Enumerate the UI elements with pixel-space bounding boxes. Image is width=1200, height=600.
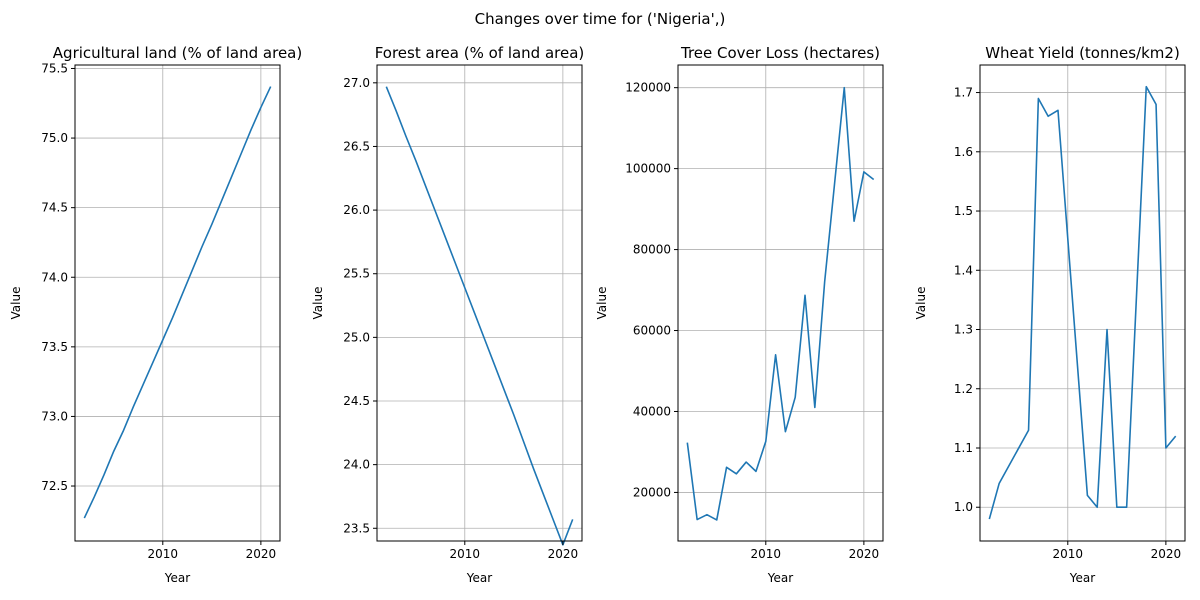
x-tick-label: 2020 xyxy=(548,547,579,561)
y-tick-label: 27.0 xyxy=(343,76,370,90)
y-tick-label: 60000 xyxy=(633,324,671,338)
y-tick-label: 73.0 xyxy=(41,409,68,423)
x-axis-label: Year xyxy=(164,571,190,585)
chart-title: Tree Cover Loss (hectares) xyxy=(680,44,880,62)
x-tick-label: 2010 xyxy=(450,547,481,561)
x-tick-label: 2010 xyxy=(751,547,782,561)
y-axis-label: Value xyxy=(595,287,609,320)
y-tick-label: 1.7 xyxy=(954,86,973,100)
chart-panel-3: 2010 2020 20000 40000 60000 80000 100000 120000… xyxy=(595,44,884,585)
y-tick-label: 1.1 xyxy=(954,441,973,455)
axes-frame xyxy=(979,64,1186,542)
y-tick-label: 1.2 xyxy=(954,382,973,396)
y-tick-label: 26.5 xyxy=(343,139,370,153)
axes-frame xyxy=(677,64,884,542)
y-tick-label: 73.5 xyxy=(41,340,68,354)
series-line xyxy=(385,86,574,546)
x-axis-label: Year xyxy=(466,571,492,585)
y-tick-label: 1.6 xyxy=(954,145,973,159)
y-tick-label: 25.5 xyxy=(343,267,370,281)
y-tick-label: 75.5 xyxy=(41,61,68,75)
x-axis-label: Year xyxy=(767,571,793,585)
y-tick-label: 1.5 xyxy=(954,204,973,218)
x-tick-label: 2020 xyxy=(1151,547,1182,561)
figure-suptitle: Changes over time for ('Nigeria',) xyxy=(475,10,726,28)
chart-title: Wheat Yield (tonnes/km2) xyxy=(985,44,1180,62)
axes-frame xyxy=(74,64,281,542)
y-axis-label: Value xyxy=(914,287,928,320)
y-tick-label: 72.5 xyxy=(41,479,68,493)
chart-panels: 2010 2020 72.5 73.0 73.5 74.0 74.5 75.0 75.5Agri… xyxy=(9,44,1186,585)
y-tick-label: 1.3 xyxy=(954,323,973,337)
chart-panel-4: 2010 2020 1.0 1.1 1.2 1.3 1.4 1.5 1.6 1.7 Wheat Yi… xyxy=(914,44,1186,585)
axes-frame xyxy=(376,64,583,542)
y-tick-label: 74.5 xyxy=(41,201,68,215)
y-axis-label: Value xyxy=(9,287,23,320)
y-tick-label: 1.4 xyxy=(954,263,973,277)
y-tick-label: 40000 xyxy=(633,404,671,418)
series-line xyxy=(686,86,875,521)
y-tick-label: 120000 xyxy=(625,81,671,95)
series-line xyxy=(988,85,1177,520)
y-tick-label: 23.5 xyxy=(343,521,370,535)
y-tick-label: 74.0 xyxy=(41,270,68,284)
x-tick-label: 2020 xyxy=(849,547,880,561)
x-axis-label: Year xyxy=(1069,571,1095,585)
y-tick-label: 24.0 xyxy=(343,458,370,472)
y-tick-label: 26.0 xyxy=(343,203,370,217)
x-tick-label: 2010 xyxy=(148,547,179,561)
x-tick-label: 2010 xyxy=(1053,547,1084,561)
chart-title: Agricultural land (% of land area) xyxy=(53,44,302,62)
y-tick-label: 100000 xyxy=(625,162,671,176)
y-axis-label: Value xyxy=(311,287,325,320)
chart-panel-2: 2010 2020 23.5 24.0 24.5 25.0 25.5 26.0 26.5 27.0… xyxy=(311,44,584,585)
y-tick-label: 75.0 xyxy=(41,131,68,145)
y-tick-label: 80000 xyxy=(633,243,671,257)
x-tick-label: 2020 xyxy=(246,547,277,561)
y-tick-label: 24.5 xyxy=(343,394,370,408)
y-tick-label: 25.0 xyxy=(343,330,370,344)
chart-panel-1: 2010 2020 72.5 73.0 73.5 74.0 74.5 75.0 75.5Agri… xyxy=(9,44,302,585)
y-tick-label: 1.0 xyxy=(954,500,973,514)
series-line xyxy=(83,86,272,519)
chart-title: Forest area (% of land area) xyxy=(375,44,585,62)
y-tick-label: 20000 xyxy=(633,485,671,499)
